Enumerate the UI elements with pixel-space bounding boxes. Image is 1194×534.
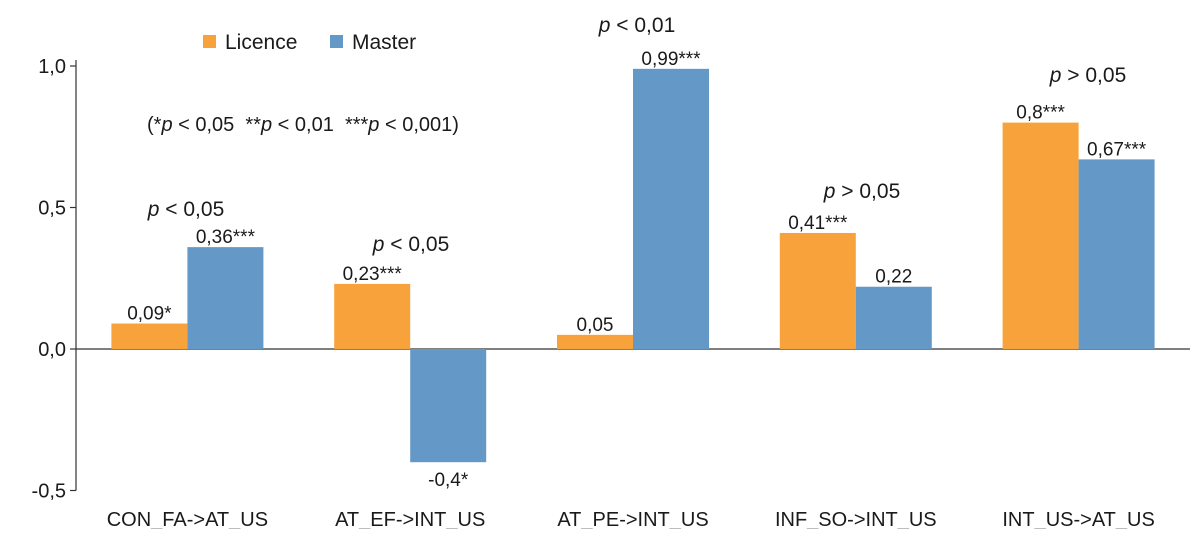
data-label: 0,99***: [641, 49, 701, 70]
data-label: 0,36***: [196, 227, 256, 248]
data-label: 0,8***: [1016, 103, 1065, 124]
significance-note: (*p < 0,05 **p < 0,01 ***p < 0,001): [147, 114, 459, 136]
legend-label-licence: Licence: [225, 31, 297, 54]
data-label: 0,22: [875, 267, 912, 288]
bar-licence: [557, 334, 633, 349]
p-value-annotation: p > 0,05: [1049, 64, 1127, 87]
data-label: 0,05: [577, 315, 614, 336]
x-tick-label: CON_FA->AT_US: [107, 509, 268, 529]
bar-master: [187, 247, 264, 349]
p-value-annotation: p < 0,05: [372, 233, 450, 256]
x-tick-label: AT_PE->INT_US: [557, 509, 708, 529]
data-label: 0,41***: [788, 213, 848, 234]
data-label: -0,4*: [428, 470, 469, 491]
data-label: 0,67***: [1087, 139, 1147, 160]
y-tick-label: 0,0: [38, 339, 66, 361]
bar-master: [633, 68, 709, 349]
x-tick-label: INF_SO->INT_US: [775, 509, 937, 529]
bar-licence: [334, 283, 411, 349]
legend-swatch-licence: [203, 35, 216, 48]
y-tick-label: 0,5: [38, 198, 66, 220]
bar-master: [1078, 159, 1155, 349]
bar-licence: [1002, 122, 1079, 349]
legend-label-master: Master: [352, 31, 416, 54]
p-value-annotation: p > 0,05: [823, 180, 901, 203]
bar-master: [855, 286, 932, 349]
legend-swatch-master: [330, 35, 343, 48]
p-value-annotation: p < 0,05: [147, 198, 225, 221]
bar-licence: [779, 232, 856, 349]
data-label: 0,23***: [343, 264, 403, 285]
data-label: 0,09*: [127, 304, 172, 325]
x-tick-label: INT_US->AT_US: [1002, 509, 1154, 529]
p-value-annotation: p < 0,01: [598, 14, 676, 37]
x-tick-label: AT_EF->INT_US: [335, 509, 485, 529]
y-tick-label: 1,0: [38, 56, 66, 78]
bar-licence: [111, 323, 188, 349]
y-tick-label: -0,5: [32, 481, 66, 503]
bar-master: [410, 349, 487, 463]
